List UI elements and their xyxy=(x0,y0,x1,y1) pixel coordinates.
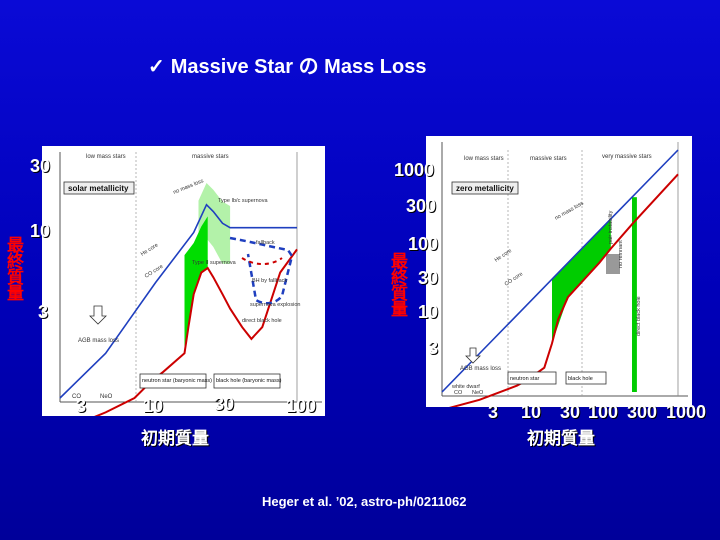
left-massive-label: massive stars xyxy=(192,154,229,160)
left-black-hole-label: black hole (baryonic mass) xyxy=(216,378,282,384)
right-metallicity-box xyxy=(451,181,519,195)
right-x-tick-300: 300 xyxy=(627,402,658,422)
left-chart-svg: low mass stars massive stars solar metal… xyxy=(59,152,322,416)
right-y-tick-3: 3 xyxy=(428,338,439,358)
left-fallback-label: fallback xyxy=(256,240,275,246)
left-he-core-label: He core xyxy=(140,242,160,257)
left-down-arrow-icon xyxy=(89,305,107,325)
left-x-tick-10: 10 xyxy=(143,396,164,416)
left-y-tick-3: 3 xyxy=(38,302,49,322)
left-low-mass-label: low mass stars xyxy=(86,154,126,160)
right-black-hole-box xyxy=(565,371,607,385)
left-neutron-star-label: neutron star (baryonic mass) xyxy=(142,378,212,384)
left-red-dashed-line xyxy=(241,257,283,265)
right-no-mass-loss-label: no mass loss xyxy=(554,200,585,221)
right-x-tick-10: 10 xyxy=(521,402,542,422)
right-he-core-label: He core xyxy=(494,248,513,264)
left-fallback-region xyxy=(198,183,231,264)
right-pair-instability-label: pair instability xyxy=(608,210,614,244)
slide-title-text: Massive Star の Mass Loss xyxy=(170,56,427,78)
left-x-tick-30: 30 xyxy=(214,394,235,414)
left-chart-panel: low mass stars massive stars solar metal… xyxy=(42,146,325,416)
right-direct-bh-label: direct black hole xyxy=(636,296,642,336)
right-neutron-star-box xyxy=(507,371,557,385)
left-neutron-star-box xyxy=(139,373,207,389)
right-y-tick-100: 100 xyxy=(408,234,439,254)
right-neutron-star-label: neutron star xyxy=(510,376,540,382)
left-direct-bh-label: direct black hole xyxy=(242,318,282,324)
right-final-mass-line xyxy=(441,149,679,393)
slide-title: ✓ Massive Star の Mass Loss xyxy=(148,50,548,80)
left-supernova-label: supernova explosion xyxy=(250,302,300,308)
left-metallicity-box xyxy=(63,181,135,195)
right-y-tick-1000: 1000 xyxy=(394,160,435,180)
right-y-tick-300: 300 xyxy=(406,196,437,216)
right-neo-label: NeO xyxy=(472,390,484,396)
left-type-ii-label: Type II supernova xyxy=(192,260,237,266)
right-metallicity-label: zero metallicity xyxy=(456,184,514,193)
right-low-mass-label: low mass stars xyxy=(464,156,504,162)
left-neo-label: NeO xyxy=(100,394,113,400)
right-white-dwarf-label: white dwarf xyxy=(451,384,480,390)
right-y-tick-30: 30 xyxy=(418,268,439,288)
left-y-axis-label: 最終質量 xyxy=(4,236,23,300)
left-x-tick-3: 3 xyxy=(76,396,87,416)
right-co-core-label: CO core xyxy=(504,271,524,287)
left-black-hole-box xyxy=(213,373,281,389)
right-x-tick-1000: 1000 xyxy=(666,402,707,422)
left-no-mass-loss-label: no mass loss xyxy=(173,178,205,196)
left-no-mass-loss-line xyxy=(229,236,294,305)
left-co-core-label: CO core xyxy=(144,264,165,280)
right-down-arrow-icon xyxy=(465,347,481,364)
right-co-label: CO xyxy=(454,390,463,396)
right-remnant-line xyxy=(448,173,679,407)
right-y-tick-10: 10 xyxy=(418,302,439,322)
left-co-label: CO xyxy=(72,394,81,400)
right-pair-instability-marker xyxy=(606,254,620,274)
right-x-tick-100: 100 xyxy=(588,402,619,422)
right-direct-bh-region xyxy=(632,197,637,392)
right-massive-label: massive stars xyxy=(530,156,567,162)
right-x-tick-30: 30 xyxy=(560,402,581,422)
right-x-tick-3: 3 xyxy=(488,402,499,422)
right-chart-panel: low mass stars massive stars very massiv… xyxy=(426,136,692,407)
left-x-tick-100: 100 xyxy=(286,396,317,416)
right-x-axis-label: 初期質量 xyxy=(527,429,595,448)
left-y-tick-30: 30 xyxy=(30,156,51,176)
right-no-remnant-label: no remnant xyxy=(618,240,624,268)
left-bh-fallback-label: BH by fallback xyxy=(252,278,287,284)
left-remnant-line xyxy=(94,248,298,416)
left-type-ibc-label: Type Ib/c supernova xyxy=(218,198,268,204)
left-agb-label: AGB mass loss xyxy=(78,338,119,344)
checkmark-icon: ✓ xyxy=(148,56,165,78)
right-black-hole-label: black hole xyxy=(568,376,593,382)
right-agb-label: AGB mass loss xyxy=(460,366,501,372)
right-very-massive-label: very massive stars xyxy=(602,154,652,160)
right-y-axis-label: 最終質量 xyxy=(388,252,407,316)
left-final-mass-line xyxy=(59,203,297,399)
right-chart-svg: low mass stars massive stars very massiv… xyxy=(441,142,688,407)
citation-text: Heger et al. ’02, astro-ph/0211062 xyxy=(262,494,467,509)
left-x-axis-label: 初期質量 xyxy=(141,429,209,448)
left-metallicity-label: solar metallicity xyxy=(68,184,129,193)
left-y-tick-10: 10 xyxy=(30,221,51,241)
